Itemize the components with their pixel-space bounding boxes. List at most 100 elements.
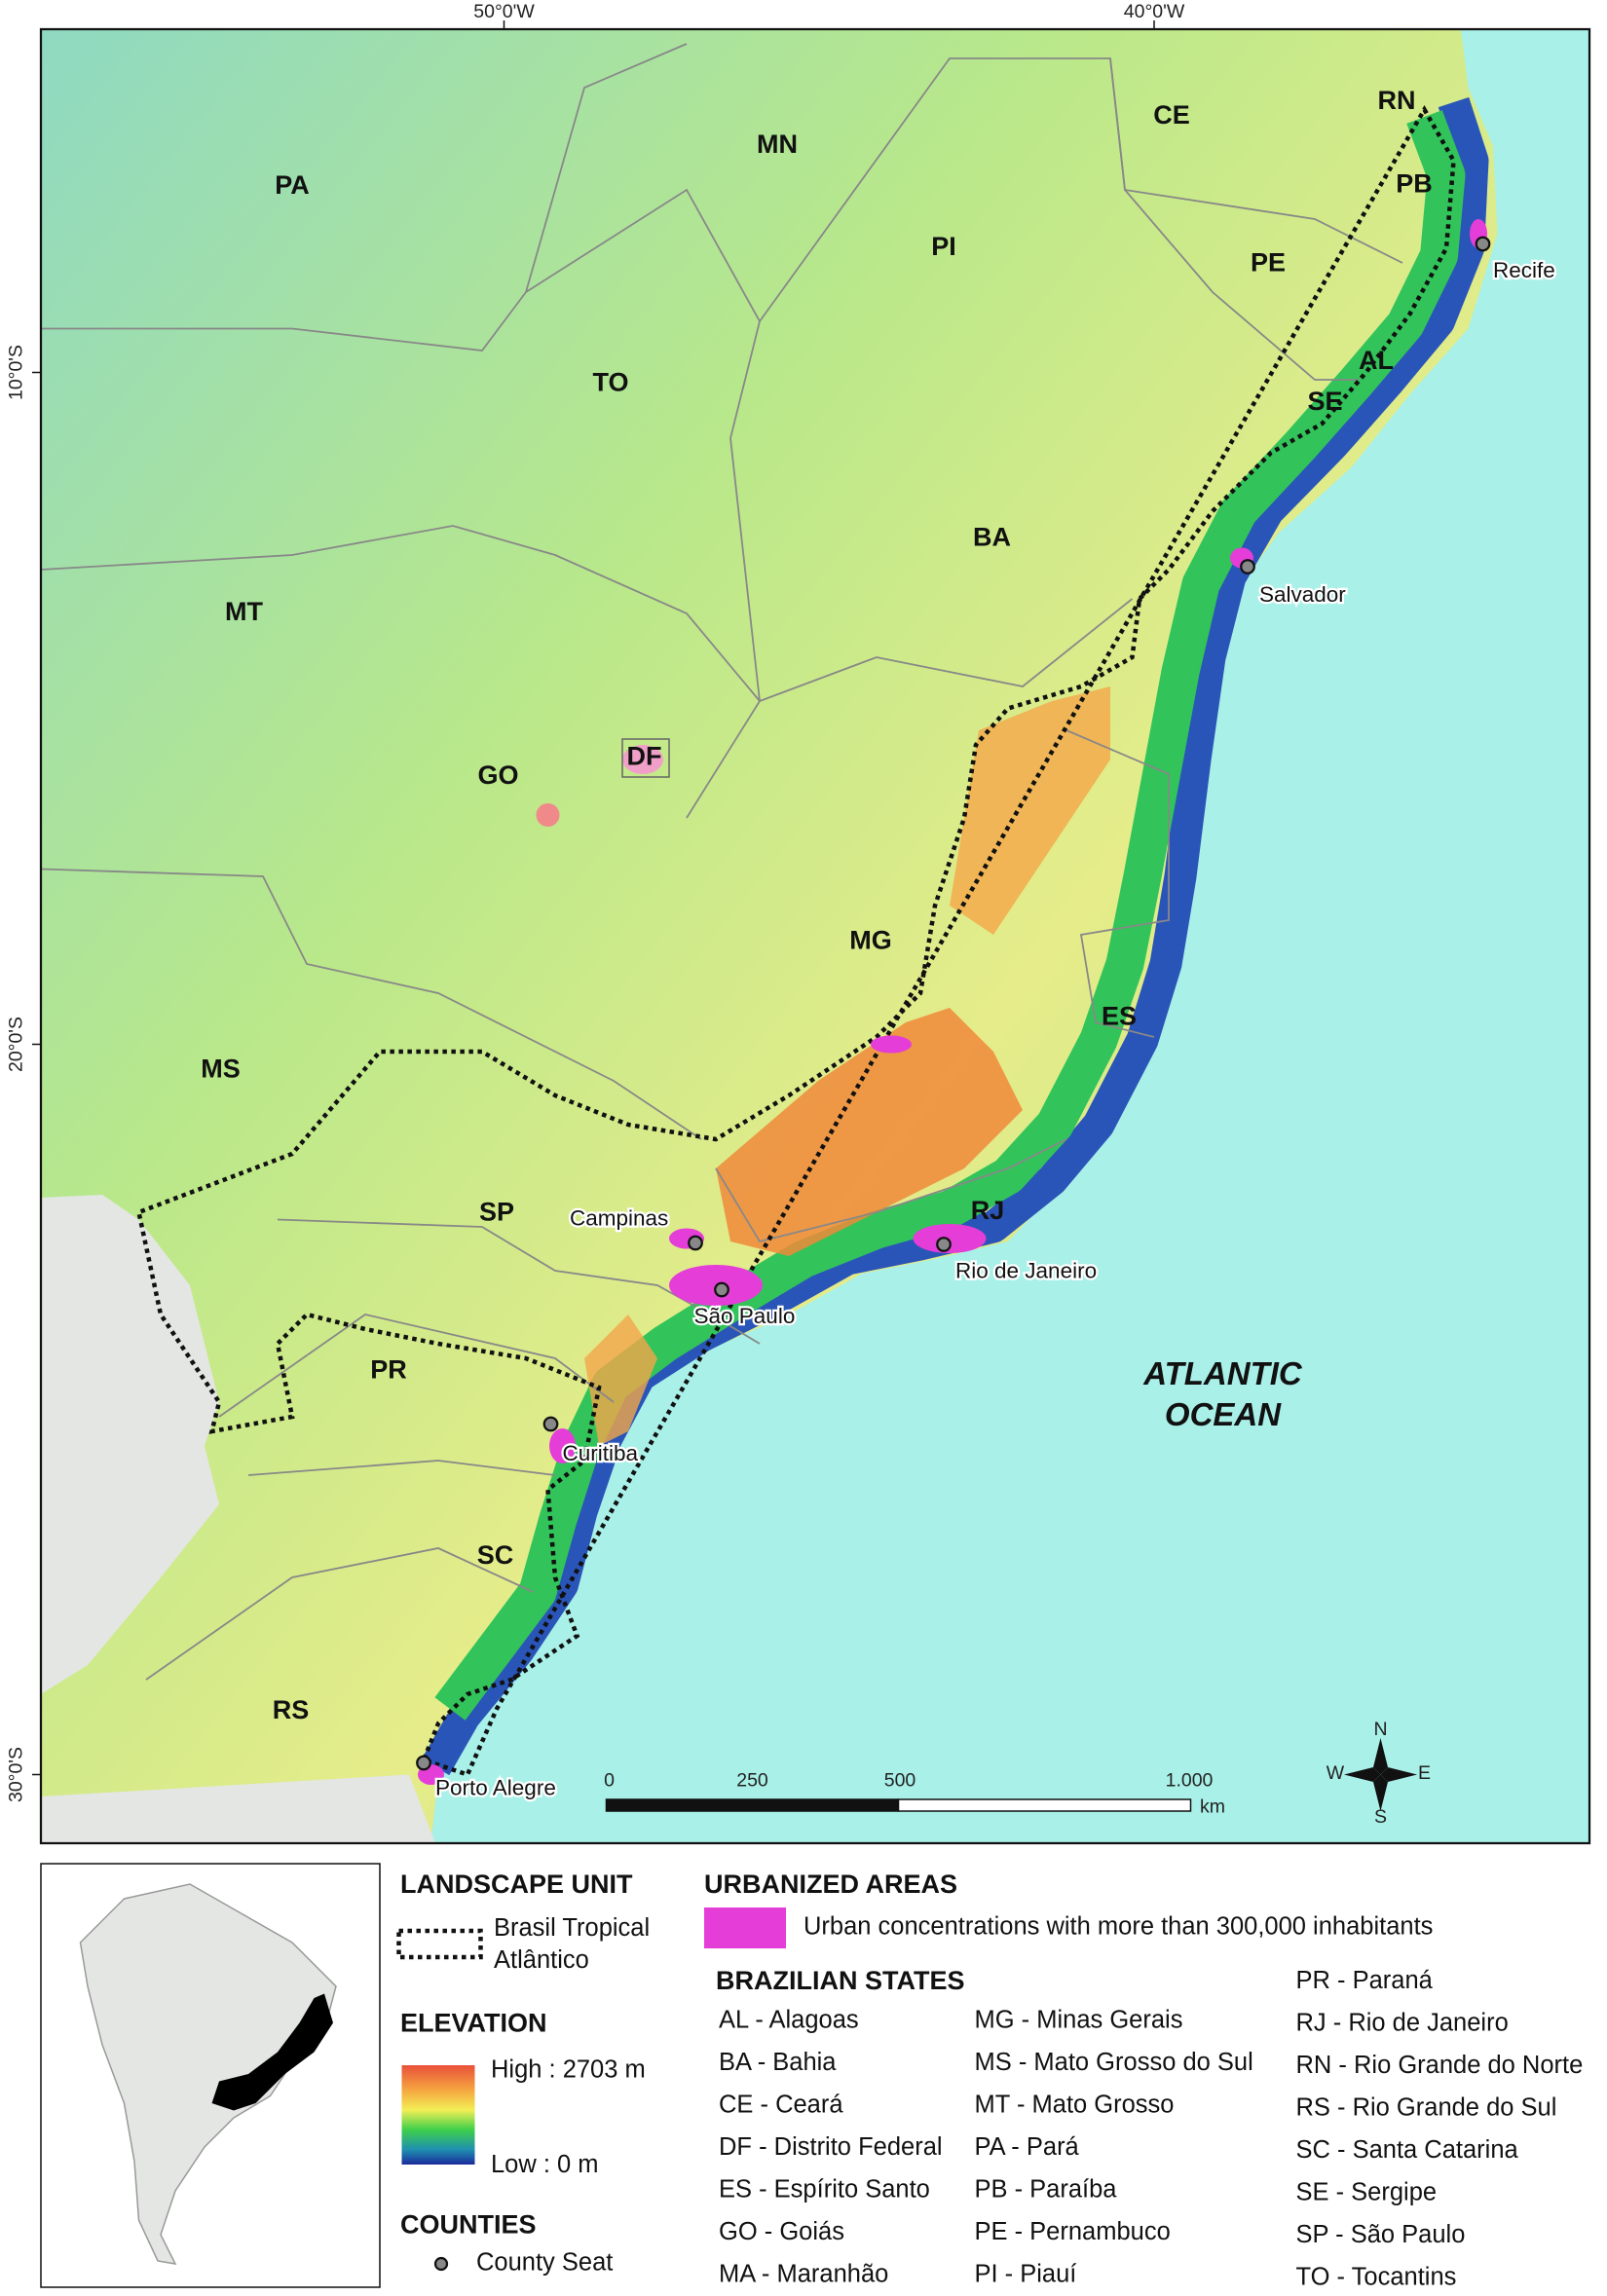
compass-label: E (1418, 1762, 1431, 1784)
state-legend-item: AL - Alagoas (719, 2007, 859, 2034)
state-legend-item: TO - Tocantins (1296, 2264, 1457, 2291)
landscape-unit-outline (135, 104, 1456, 1778)
scale-label: 250 (736, 1770, 768, 1792)
state-border (40, 525, 761, 702)
scale-label: 0 (604, 1770, 615, 1792)
county-seat (416, 1755, 431, 1771)
compass-arm (1380, 1767, 1417, 1782)
county-seat (1475, 236, 1491, 252)
city-label: Curitiba (563, 1441, 639, 1465)
city-label: Rio de Janeiro (955, 1258, 1097, 1282)
state-legend-item: BA - Bahia (719, 2049, 837, 2076)
state-legend-item: RS - Rio Grande do Sul (1296, 2094, 1557, 2122)
state-label: SE (1307, 387, 1342, 416)
state-label: PI (931, 232, 956, 261)
neighbouring-country (41, 1195, 219, 1694)
inset-continent (79, 1883, 337, 2265)
compass-arm (1373, 1774, 1388, 1811)
state-list: AL - Alagoas BA - Bahia CE - Ceará DF - Dis… (719, 1967, 1583, 2290)
state-label: CE (1153, 100, 1190, 130)
state-legend-item: MT - Mato Grosso (975, 2092, 1175, 2119)
land (41, 29, 1498, 1843)
ocean-label: ATLANTIC (1142, 1355, 1303, 1391)
compass-arm (1344, 1767, 1381, 1782)
state-label: PR (370, 1355, 407, 1385)
state-label: BA (973, 523, 1011, 552)
state-legend-item: CE - Ceará (719, 2092, 843, 2119)
coastal-forest (434, 110, 1466, 1721)
state-labels: PA MN CE RN PB PI PE AL SE TO BA MT DF G… (201, 86, 1433, 1724)
compass-label: N (1373, 1719, 1387, 1740)
state-border (1065, 729, 1170, 1038)
longitude-label: 40°0'W (1124, 1, 1185, 22)
legend-item: Brasil Tropical (494, 1914, 650, 1942)
state-legend-item: RN - Rio Grande do Norte (1296, 2052, 1584, 2079)
state-label: PB (1396, 169, 1433, 199)
urban-area (622, 745, 663, 774)
state-label: PA (275, 170, 310, 200)
state-label: TO (592, 368, 628, 397)
state-legend-item: PA - Pará (975, 2133, 1080, 2161)
county-seat (542, 1416, 559, 1432)
state-label: SP (479, 1198, 514, 1227)
state-legend-item: ES - Espírito Santo (719, 2176, 930, 2203)
scale-label: 500 (884, 1770, 916, 1792)
neighbouring-country (41, 1774, 435, 1843)
compass-label: S (1374, 1806, 1387, 1828)
compass-label: W (1327, 1762, 1345, 1784)
state-legend-item: SP - São Paulo (1296, 2221, 1466, 2248)
state-label: RS (273, 1695, 310, 1724)
legend-item: Low : 0 m (491, 2151, 599, 2178)
state-label: GO (477, 760, 518, 790)
legend-item: High : 2703 m (491, 2056, 646, 2084)
legend-swatch (433, 2256, 449, 2272)
state-legend-item: PI - Piauí (975, 2261, 1077, 2288)
state-label: AL (1359, 346, 1394, 375)
compass-arm (1373, 1738, 1388, 1775)
compass: N E S W (1327, 1719, 1431, 1828)
scale-unit: km (1200, 1796, 1225, 1818)
latitude-label: 20°0'S (5, 1017, 26, 1072)
legend-swatch (704, 1907, 786, 1948)
county-seat (936, 1237, 952, 1252)
state-label: RJ (971, 1196, 1005, 1225)
coastal-lowland (421, 96, 1489, 1776)
state-label: MG (849, 926, 892, 955)
city-label: Porto Alegre (435, 1775, 556, 1799)
state-border (277, 1218, 761, 1345)
state-label: MN (757, 130, 798, 159)
urban-area (871, 1035, 912, 1054)
legend-title: COUNTIES (400, 2210, 537, 2240)
legend-swatch (396, 1928, 483, 1960)
urban-area (913, 1224, 987, 1253)
state-legend-item: MS - Mato Grosso do Sul (975, 2049, 1253, 2076)
state-legend-item: RJ - Rio de Janeiro (1296, 2010, 1509, 2037)
legend-title: URBANIZED AREAS (704, 1870, 957, 1899)
county-seat (714, 1281, 729, 1298)
legend-title: LANDSCAPE UNIT (400, 1870, 633, 1899)
legend-title: ELEVATION (400, 2009, 547, 2038)
state-border (145, 1547, 534, 1681)
state-label: MT (225, 597, 263, 626)
urban-area (536, 803, 560, 827)
latitude-label: 30°0'S (5, 1747, 26, 1802)
highlands (584, 1315, 657, 1446)
city-label: São Paulo (694, 1304, 796, 1328)
map-frame (39, 27, 1591, 1845)
county-seat (1240, 559, 1255, 574)
county-seats (416, 236, 1491, 1771)
state-legend-item: GO - Goiás (719, 2218, 844, 2245)
state-legend-item: PE - Pernambuco (975, 2218, 1171, 2245)
state-label: SC (477, 1540, 514, 1570)
state-border (525, 188, 761, 819)
state-label: ES (1102, 1002, 1137, 1031)
state-legend-item: MG - Minas Gerais (975, 2007, 1183, 2034)
df-box (621, 738, 670, 778)
state-legend-item: DF - Distrito Federal (719, 2133, 943, 2161)
legend-item: County Seat (476, 2249, 613, 2277)
scale-label: 1.000 (1166, 1770, 1214, 1792)
state-border (715, 1138, 1067, 1243)
state-legend-item: SE - Sergipe (1296, 2179, 1438, 2206)
city-label: Campinas (570, 1205, 668, 1230)
